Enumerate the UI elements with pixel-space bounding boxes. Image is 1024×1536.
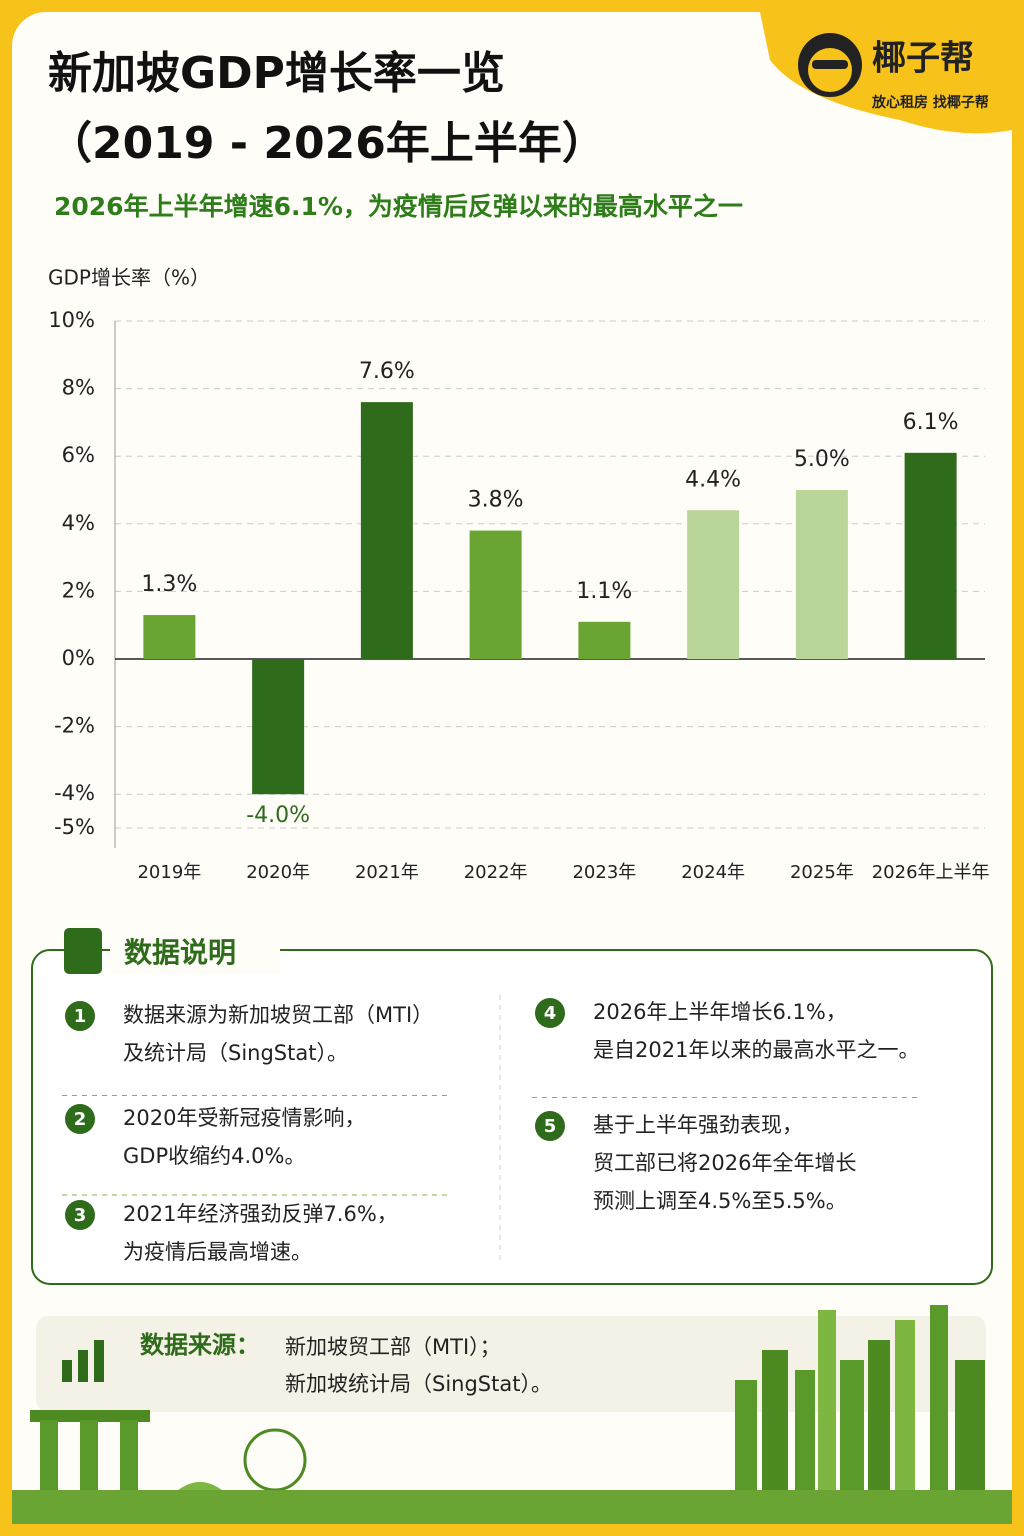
note-number: 3 <box>74 1205 87 1226</box>
card <box>12 12 1012 1524</box>
chart: -5% -4% -2% 0% 2% 4% 6% 8% 10% 2019年 1.3% 2020年 -4.0… <box>48 308 989 883</box>
bar <box>469 530 522 659</box>
y-tick-label: -2% <box>54 714 95 738</box>
logo <box>798 33 862 97</box>
y-tick-label: 4% <box>62 511 95 535</box>
note-line: 数据来源为新加坡贸工部（MTI） <box>123 1003 433 1027</box>
note-line: GDP收缩约4.0%。 <box>123 1144 305 1168</box>
y-tick-label: -5% <box>54 815 95 839</box>
x-tick-label: 2021年 <box>355 862 419 883</box>
value-label: 1.3% <box>141 572 197 597</box>
bar <box>795 490 848 659</box>
note-line: 基于上半年强劲表现， <box>593 1113 803 1137</box>
title-line: （2019 - 2026年上半年） <box>48 118 606 169</box>
notes: 1 数据来源为新加坡贸工部（MTI） 及统计局（SingStat）。 2 2020年受新… <box>62 998 922 1264</box>
note-badge <box>535 1111 565 1141</box>
heading-bg <box>110 930 280 974</box>
y-axis-label: GDP增长率（%） <box>48 266 210 290</box>
source-label: 数据来源： <box>140 1331 260 1359</box>
brand-name: 椰子帮 <box>872 39 974 79</box>
source-line: 新加坡统计局（SingStat）。 <box>285 1372 552 1396</box>
note-line: 2020年受新冠疫情影响， <box>123 1106 365 1130</box>
bar <box>360 402 413 659</box>
x-tick-label: 2020年 <box>246 862 310 883</box>
y-tick-label: 10% <box>48 308 95 332</box>
x-tick-label: 2023年 <box>572 862 636 883</box>
note-line: 2026年上半年增长6.1%， <box>593 1000 847 1024</box>
y-tick-label: 6% <box>62 443 95 467</box>
bar <box>578 621 631 659</box>
x-tick-label: 2024年 <box>681 862 745 883</box>
note-line: 是自2021年以来的最高水平之一。 <box>593 1038 919 1062</box>
brand-tagline: 放心租房 找椰子帮 <box>871 94 989 111</box>
notes-heading: 数据说明 <box>124 936 236 969</box>
bar <box>252 659 305 795</box>
value-label: 7.6% <box>359 359 415 384</box>
value-label: 3.8% <box>468 488 524 513</box>
value-label: 4.4% <box>685 467 741 492</box>
notes-icon <box>64 928 102 974</box>
x-tick-label: 2026年上半年 <box>872 862 990 883</box>
note-number: 1 <box>74 1006 87 1027</box>
note-line: 贸工部已将2026年全年增长 <box>593 1151 856 1175</box>
bar <box>904 452 957 659</box>
x-tick-label: 2025年 <box>790 862 854 883</box>
note-number: 2 <box>74 1109 87 1130</box>
value-label: -4.0% <box>246 803 310 828</box>
y-tick-label: 2% <box>62 578 95 602</box>
note-line: 预测上调至4.5%至5.5%。 <box>593 1189 847 1213</box>
note-line: 2021年经济强劲反弹7.6%， <box>123 1202 398 1226</box>
x-tick-label: 2019年 <box>137 862 201 883</box>
note-badge <box>65 1200 95 1230</box>
note-number: 5 <box>544 1116 557 1137</box>
note-line: 及统计局（SingStat）。 <box>123 1041 348 1065</box>
skyline <box>12 1305 1012 1524</box>
note-badge <box>65 1001 95 1031</box>
notes-box <box>31 949 993 1285</box>
note-line: 为疫情后最高增速。 <box>123 1240 312 1264</box>
note-number: 4 <box>544 1003 557 1024</box>
source-line: 新加坡贸工部（MTI）； <box>285 1335 501 1359</box>
value-label: 6.1% <box>903 410 959 435</box>
x-tick-label: 2022年 <box>464 862 528 883</box>
y-tick-label: -4% <box>54 781 95 805</box>
bar <box>687 510 740 659</box>
value-label: 5.0% <box>794 447 850 472</box>
source-icon <box>62 1340 104 1382</box>
subtitle: 2026年上半年增速6.1%，为疫情后反弹以来的最高水平之一 <box>54 192 743 221</box>
value-label: 1.1% <box>576 579 632 604</box>
y-tick-label: 0% <box>62 646 95 670</box>
bar <box>143 615 196 659</box>
y-tick-label: 8% <box>62 376 95 400</box>
title-line: 新加坡GDP增长率一览 <box>48 48 505 99</box>
note-badge <box>65 1104 95 1134</box>
note-badge <box>535 998 565 1028</box>
